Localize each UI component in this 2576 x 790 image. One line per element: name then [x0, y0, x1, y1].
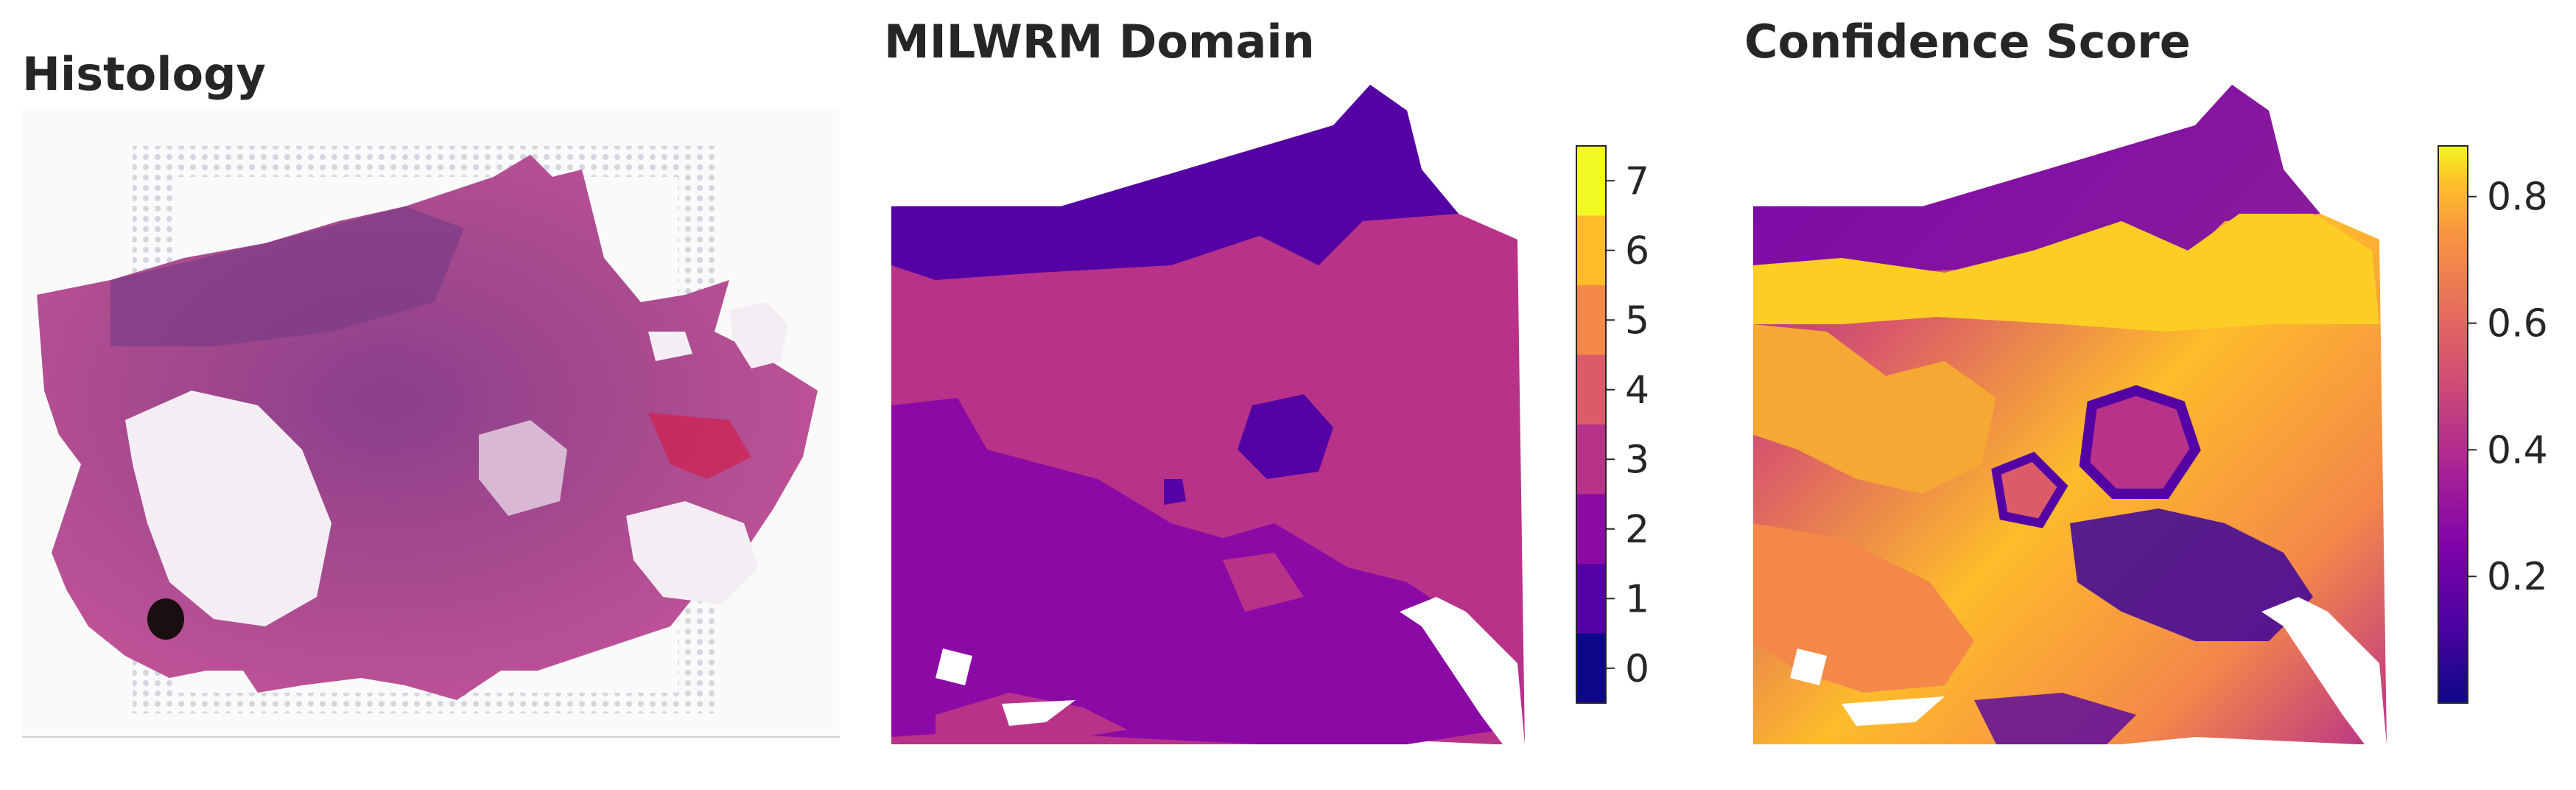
- adipose-region-1: [125, 391, 331, 626]
- domain-colorbar-segment: [1576, 215, 1606, 285]
- domain-1-top-region: [891, 85, 1459, 280]
- domain-colorbar-segment: [1576, 494, 1606, 564]
- histology-title: Histology: [22, 47, 266, 101]
- confidence-colorbar: 0.2 0.4 0.6 0.8: [2438, 145, 2548, 704]
- domain-colorbar-segment: [1576, 633, 1606, 703]
- domain-colorbar-segment: [1576, 285, 1606, 355]
- domain-colorbar-tick-label: 2: [1625, 508, 1649, 552]
- domain-colorbar-tick-label: 5: [1625, 298, 1649, 343]
- domain-map: [891, 85, 1525, 744]
- dark-fold: [147, 598, 184, 640]
- confidence-colorbar-tick-label: 0.4: [2487, 428, 2548, 472]
- low-confidence-lower-right: [2070, 508, 2313, 641]
- domain-colorbar-segment: [1576, 354, 1606, 424]
- confidence-title: Confidence Score: [1744, 15, 2191, 69]
- domain-1-spot: [1238, 394, 1333, 479]
- domain-colorbar-tick-label: 6: [1625, 229, 1649, 273]
- domain-colorbar-segment: [1576, 564, 1606, 634]
- domain-2-lower-region: [891, 398, 1503, 744]
- domain-title: MILWRM Domain: [884, 15, 1315, 69]
- domain-colorbar-segment: [1576, 146, 1606, 216]
- domain-colorbar-tick-label: 4: [1625, 368, 1649, 413]
- histology-image: [22, 111, 840, 738]
- domain-colorbar-tick-label: 3: [1625, 438, 1649, 482]
- domain-colorbar-segment: [1576, 424, 1606, 494]
- domain-colorbar-tick-label: 7: [1625, 159, 1649, 203]
- confidence-colorbar-tick-label: 0.2: [2487, 555, 2548, 599]
- domain-colorbar-tick-label: 1: [1625, 577, 1649, 621]
- confidence-colorbar-tick-label: 0.6: [2487, 302, 2548, 346]
- low-confidence-top: [1753, 85, 2320, 280]
- confidence-colorbar-tick-label: 0.8: [2487, 175, 2548, 220]
- confidence-colorbar-fill: [2438, 145, 2468, 704]
- domain-colorbar: 0 1 2 3 4 5 6 7: [1576, 145, 1649, 704]
- domain-colorbar-tick-label: 0: [1625, 647, 1649, 691]
- adipose-region-2: [626, 501, 759, 604]
- confidence-map: [1753, 85, 2387, 744]
